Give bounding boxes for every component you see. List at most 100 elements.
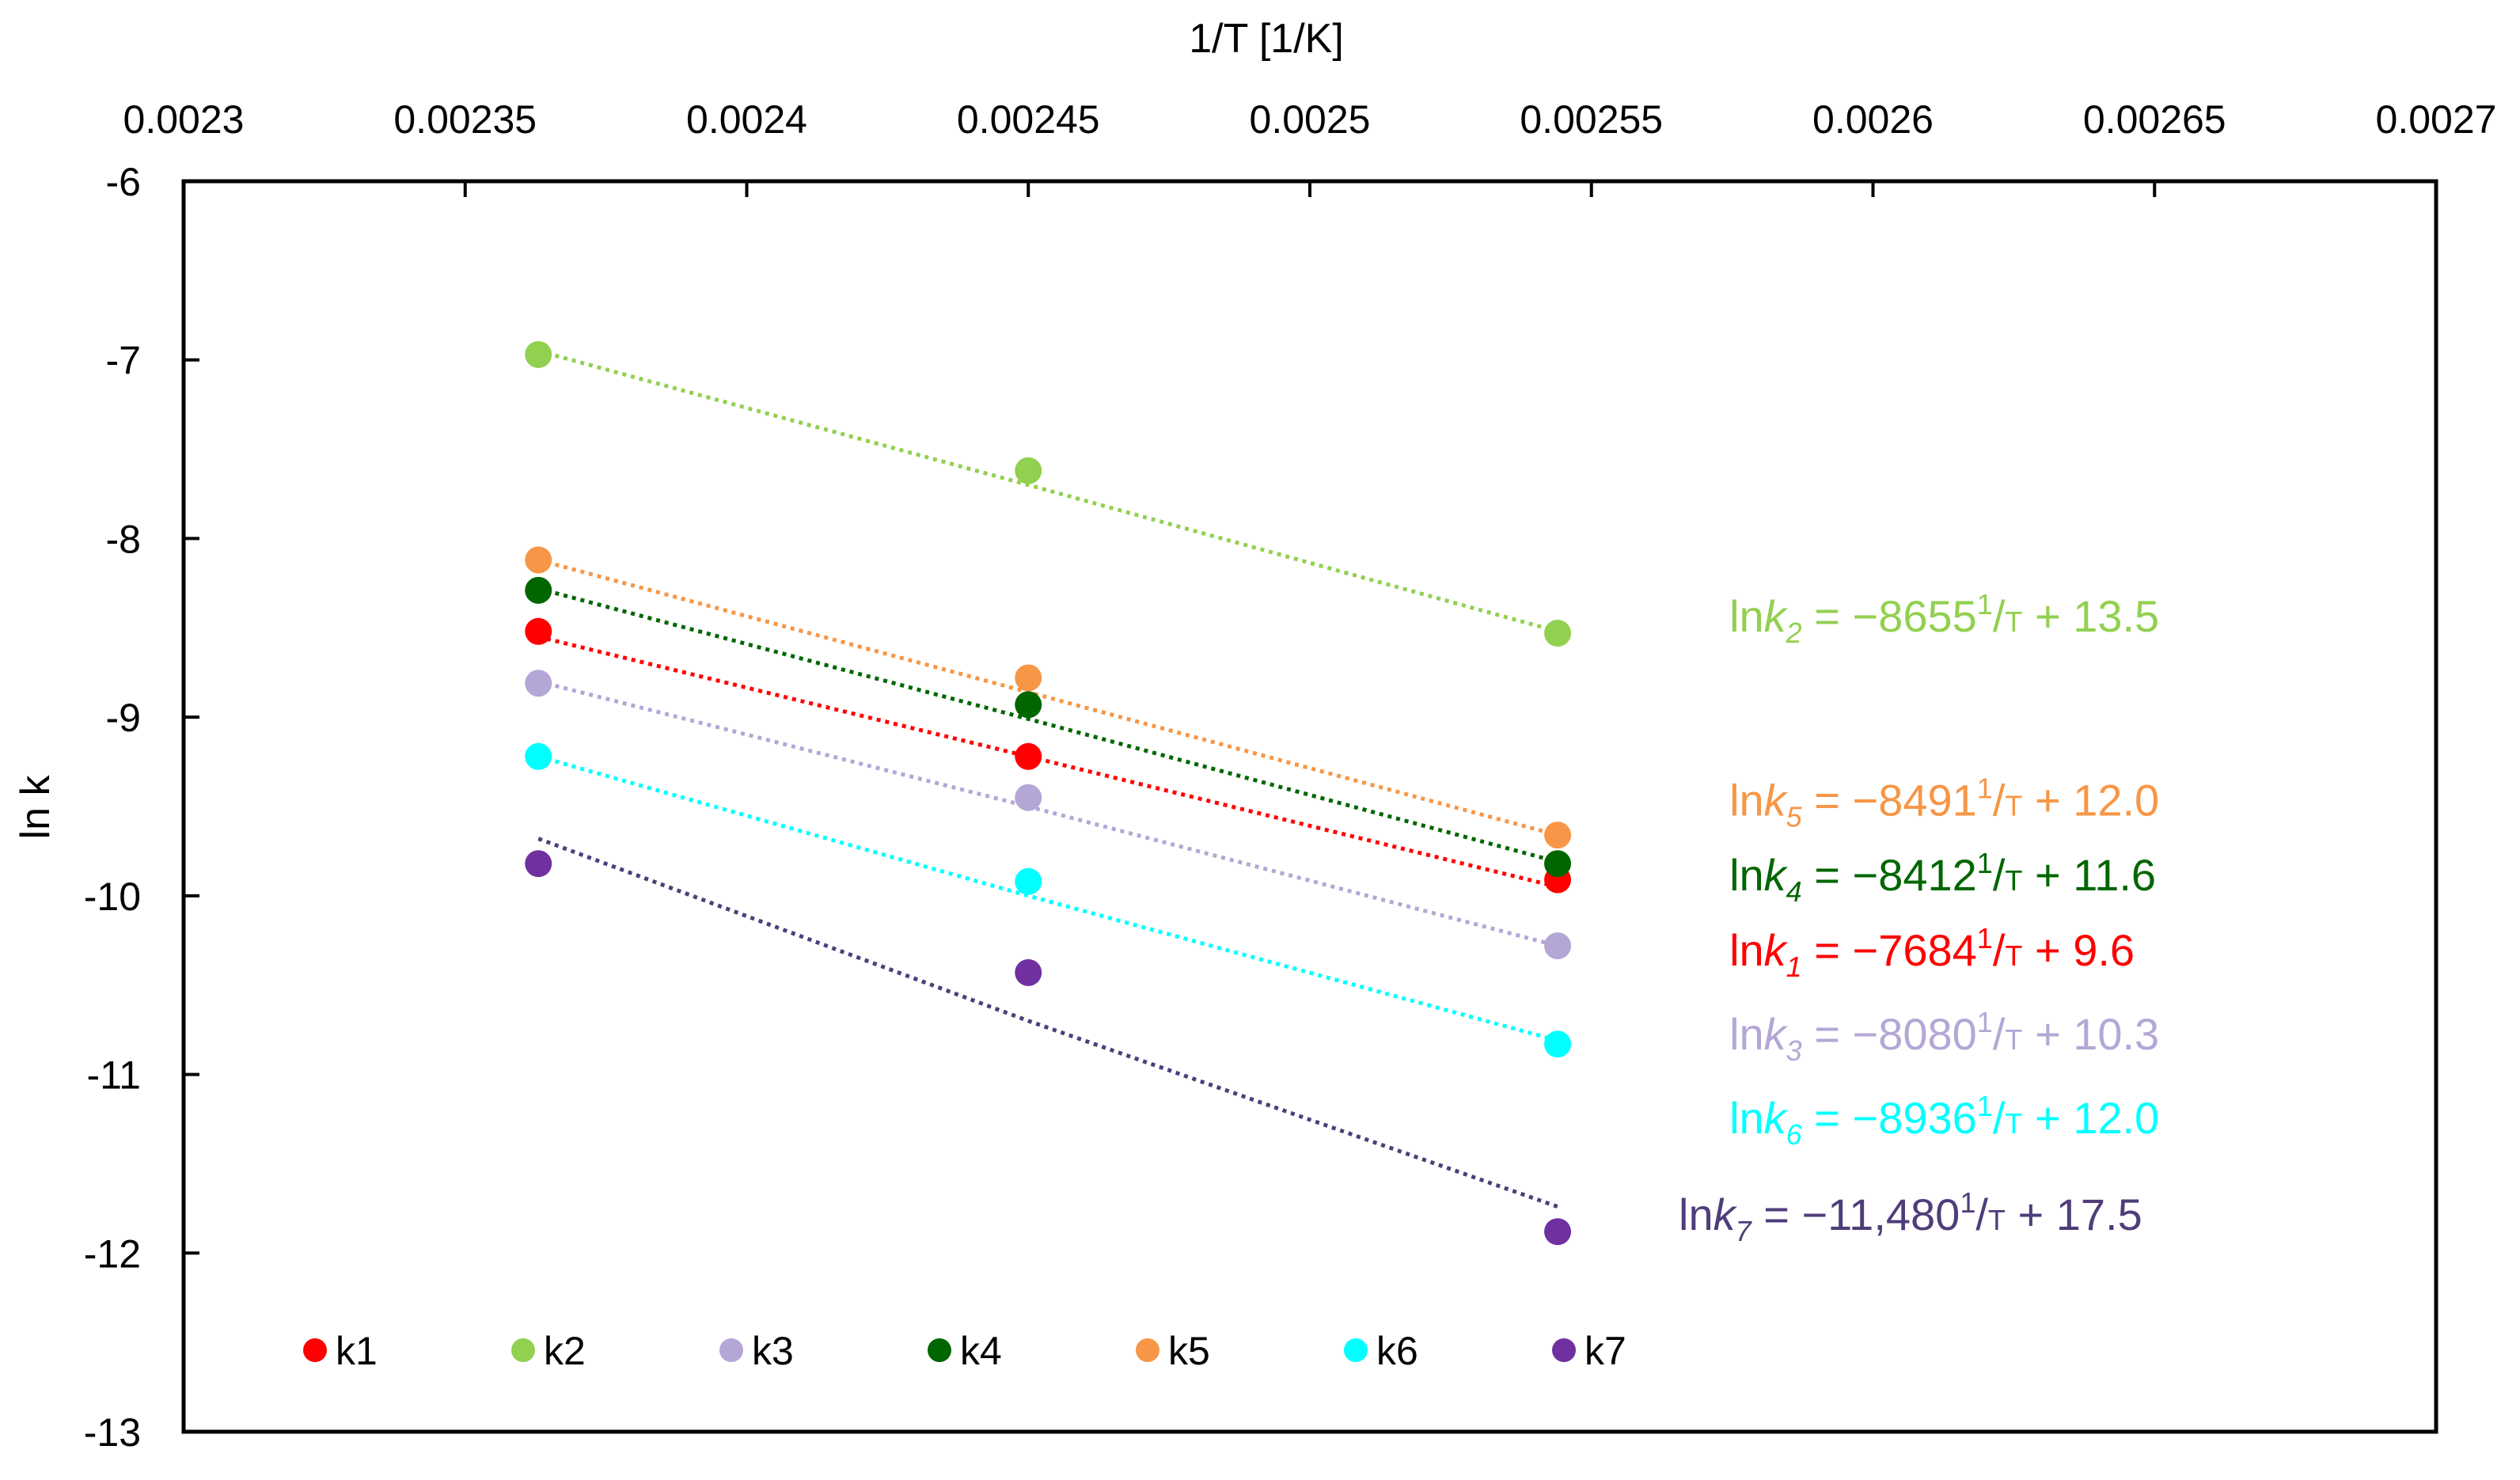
point-k2 bbox=[1544, 620, 1572, 647]
legend-label-k1: k1 bbox=[336, 1329, 378, 1373]
equation-part: 1 bbox=[1786, 951, 1802, 983]
y-tick-label: -12 bbox=[84, 1231, 141, 1276]
point-k6 bbox=[525, 742, 552, 770]
equation-part: = −8412 bbox=[1802, 850, 1977, 900]
legend-label-k5: k5 bbox=[1168, 1329, 1210, 1373]
legend-marker-k1 bbox=[303, 1338, 327, 1362]
equation-part: 6 bbox=[1786, 1118, 1803, 1151]
equation-part: ln bbox=[1679, 1190, 1714, 1239]
equation-k7: lnk7 = −11,4801/T + 17.5 bbox=[1679, 1186, 2142, 1247]
point-k5 bbox=[1544, 822, 1572, 849]
equation-part: / bbox=[1993, 925, 2006, 975]
equation-part: + 12.0 bbox=[2022, 1093, 2159, 1143]
equation-part: 2 bbox=[1786, 617, 1802, 649]
point-k7 bbox=[525, 850, 552, 878]
trendline-k7 bbox=[537, 837, 1558, 1209]
point-k2 bbox=[1015, 457, 1042, 484]
equation-part: ln bbox=[1729, 925, 1764, 975]
x-axis-title: 1/T [1/K] bbox=[1189, 16, 1344, 62]
equation-part: = −7684 bbox=[1802, 925, 1977, 975]
legend-label-k6: k6 bbox=[1376, 1329, 1418, 1373]
equation-part: ln bbox=[1729, 775, 1764, 825]
y-tick-label: -8 bbox=[106, 517, 141, 561]
equation-part: 7 bbox=[1736, 1215, 1753, 1247]
equation-part: k bbox=[1764, 850, 1789, 900]
legend-marker-k4 bbox=[928, 1338, 951, 1362]
trendline-k4 bbox=[537, 586, 1558, 864]
y-axis-title: ln k bbox=[13, 775, 59, 840]
x-axis-ticks: 0.0023 0.00235 0.0024 0.00245 0.0025 0.00255 0… bbox=[123, 97, 2496, 197]
point-k3 bbox=[525, 670, 552, 697]
equation-part: T bbox=[1988, 1204, 2006, 1236]
equation-part: = −8655 bbox=[1802, 591, 1977, 641]
x-tick-label: 0.0024 bbox=[686, 97, 807, 142]
equation-part: 1 bbox=[1977, 772, 1993, 804]
x-tick-label: 0.0026 bbox=[1812, 97, 1934, 142]
point-k7 bbox=[1015, 958, 1042, 986]
y-tick-label: -13 bbox=[84, 1410, 141, 1455]
point-k4 bbox=[525, 576, 552, 604]
x-tick-label: 0.00245 bbox=[957, 97, 1100, 142]
equation-part: T bbox=[2005, 864, 2022, 897]
legend: k1 k2 k3 k4 k5 k6 k7 bbox=[303, 1329, 1626, 1373]
point-k4 bbox=[1544, 850, 1572, 878]
point-k5 bbox=[1015, 664, 1042, 692]
equation-part: 1 bbox=[1977, 1006, 1993, 1038]
trendline-k5 bbox=[537, 558, 1558, 837]
equation-part: / bbox=[1993, 775, 2006, 825]
equation-k5: lnk5 = −84911/T + 12.0 bbox=[1729, 772, 2159, 833]
trendlines bbox=[537, 349, 1558, 1209]
equation-part: ln bbox=[1729, 850, 1764, 900]
equation-part: / bbox=[1975, 1190, 1988, 1239]
equation-part: k bbox=[1714, 1190, 1738, 1239]
equation-part: / bbox=[1993, 591, 2006, 641]
equation-part: + 10.3 bbox=[2022, 1009, 2159, 1059]
equation-part: + 17.5 bbox=[2006, 1190, 2142, 1239]
trendline-k3 bbox=[537, 679, 1558, 948]
equation-part: ln bbox=[1729, 1093, 1764, 1143]
equation-part: 1 bbox=[1977, 588, 1993, 620]
plot-frame bbox=[181, 179, 2438, 1434]
equation-part: k bbox=[1764, 925, 1789, 975]
point-k6 bbox=[1015, 867, 1042, 895]
legend-label-k3: k3 bbox=[752, 1329, 794, 1373]
equation-part: k bbox=[1764, 591, 1789, 641]
equation-part: T bbox=[2005, 789, 2022, 822]
equation-part: ln bbox=[1729, 1009, 1764, 1059]
point-k3 bbox=[1544, 932, 1572, 960]
equation-part: + 11.6 bbox=[2022, 850, 2156, 900]
equation-part: 1 bbox=[1977, 1090, 1993, 1122]
legend-marker-k7 bbox=[1552, 1338, 1576, 1362]
legend-marker-k3 bbox=[719, 1338, 743, 1362]
equation-part: + 9.6 bbox=[2022, 925, 2135, 975]
point-k3 bbox=[1015, 784, 1042, 811]
equation-part: + 12.0 bbox=[2022, 775, 2159, 825]
equation-part: T bbox=[2005, 605, 2022, 638]
point-k1 bbox=[525, 617, 552, 645]
legend-label-k2: k2 bbox=[544, 1329, 586, 1373]
equation-k4: lnk4 = −84121/T + 11.6 bbox=[1729, 847, 2156, 908]
y-tick-label: -6 bbox=[106, 160, 141, 204]
equation-part: 3 bbox=[1786, 1034, 1802, 1067]
equation-part: T bbox=[2005, 939, 2022, 972]
equation-part: / bbox=[1993, 1093, 2006, 1143]
y-tick-label: -10 bbox=[84, 875, 141, 919]
equation-k2: lnk2 = −86551/T + 13.5 bbox=[1729, 588, 2159, 649]
equation-part: 5 bbox=[1786, 800, 1803, 833]
equation-part: = −8491 bbox=[1802, 775, 1977, 825]
equation-part: T bbox=[2005, 1023, 2022, 1056]
equation-part: ln bbox=[1729, 591, 1764, 641]
data-points bbox=[525, 340, 1572, 1246]
equation-part: = −8080 bbox=[1802, 1009, 1977, 1059]
equation-part: / bbox=[1993, 850, 2006, 900]
legend-marker-k5 bbox=[1136, 1338, 1159, 1362]
equation-part: = −11,480 bbox=[1751, 1190, 1960, 1239]
x-tick-label: 0.0023 bbox=[123, 97, 245, 142]
equation-part: = −8936 bbox=[1802, 1093, 1977, 1143]
point-k7 bbox=[1544, 1218, 1572, 1246]
y-tick-label: -11 bbox=[86, 1053, 141, 1098]
y-tick-label: -9 bbox=[106, 696, 141, 740]
equation-part: / bbox=[1993, 1009, 2006, 1059]
